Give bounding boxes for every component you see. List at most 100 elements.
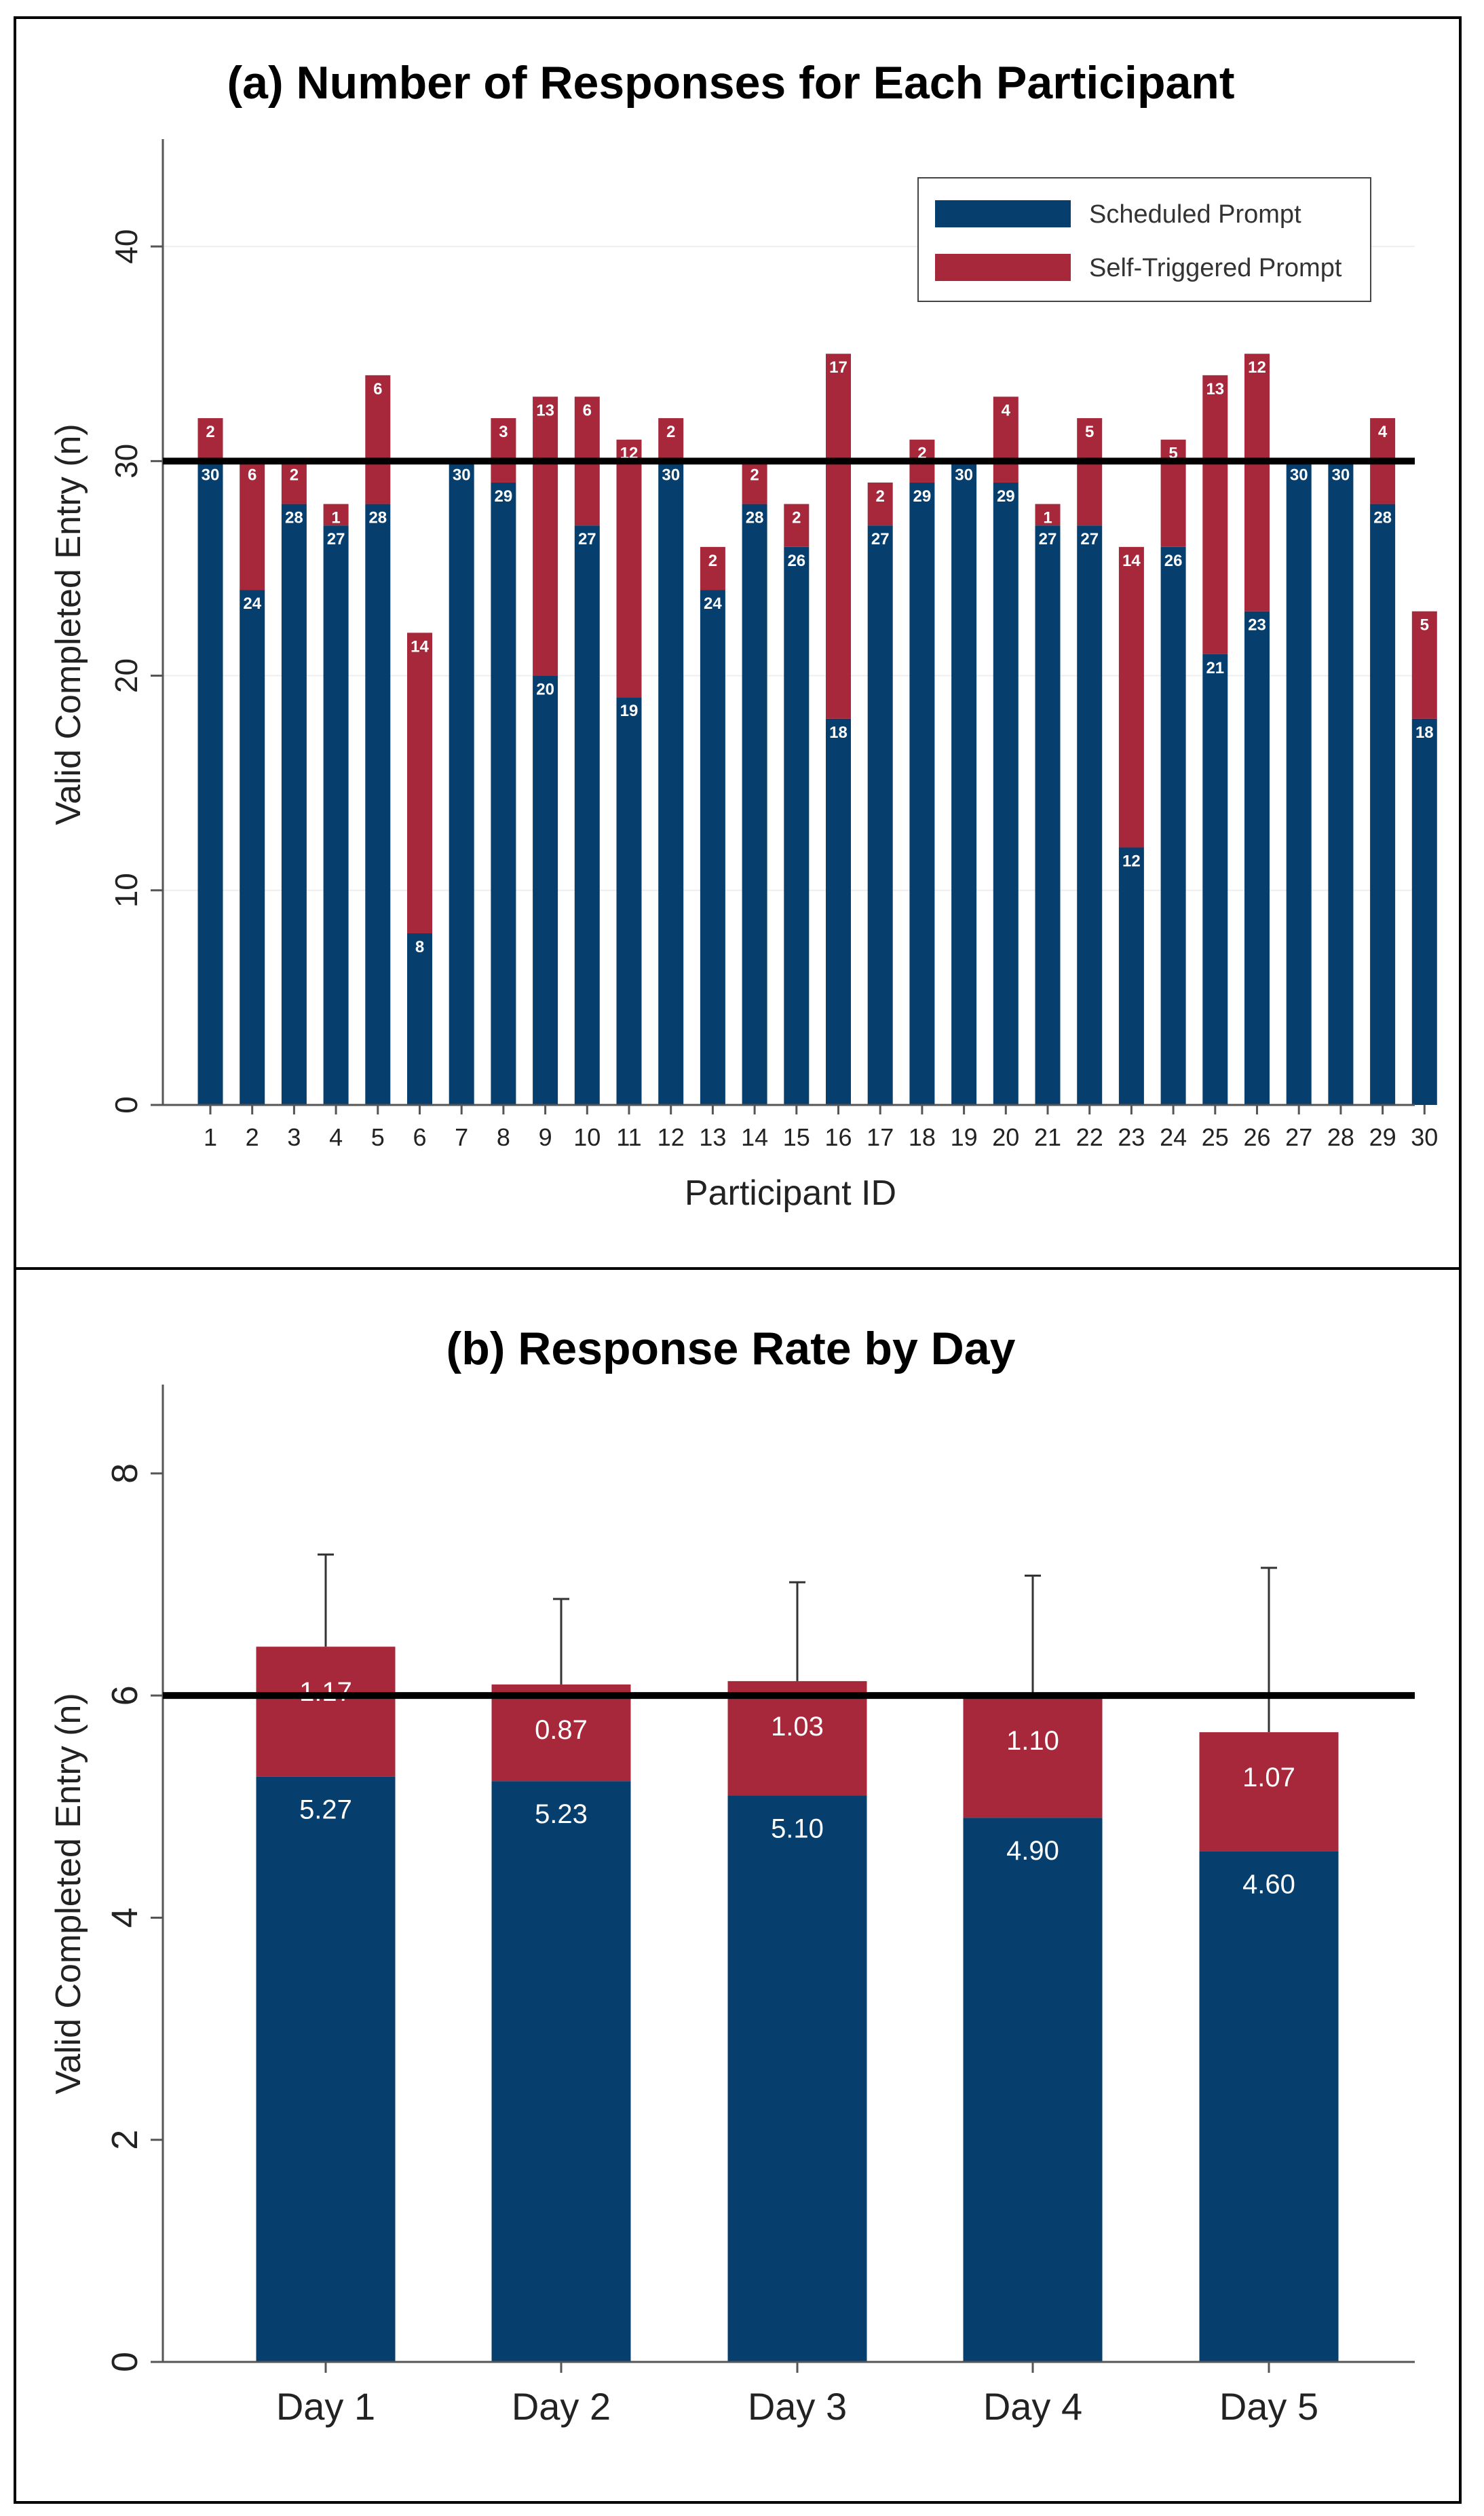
bar-label-scheduled: 5.23	[535, 1799, 588, 1829]
legend-box	[917, 177, 1371, 302]
bar-label-scheduled: 18	[1415, 724, 1434, 742]
bar-self-triggered	[1244, 354, 1270, 612]
bar-self-triggered	[491, 1684, 631, 1782]
bar-self-triggered	[240, 461, 265, 590]
y-tick-label: 0	[109, 1096, 144, 1114]
x-tick-label: 2	[246, 1123, 259, 1151]
bar-label-scheduled: 28	[746, 509, 764, 527]
x-tick-label: 24	[1160, 1123, 1187, 1151]
bar-label-scheduled: 29	[495, 487, 513, 506]
legend-label-self-triggered: Self-Triggered Prompt	[1089, 254, 1342, 282]
bar-scheduled	[533, 675, 558, 1105]
bar-self-triggered	[491, 418, 516, 483]
bar-scheduled	[1202, 654, 1228, 1105]
bar-label-scheduled: 27	[1080, 530, 1099, 548]
bar-scheduled	[700, 590, 725, 1105]
x-tick-label: 6	[413, 1123, 426, 1151]
bar-self-triggered	[993, 396, 1019, 483]
bar-scheduled	[867, 525, 893, 1105]
bar-label-self-triggered: 12	[1248, 358, 1266, 377]
bar-label-scheduled: 30	[202, 466, 220, 484]
bar-self-triggered	[407, 633, 432, 934]
bar-label-scheduled: 26	[787, 552, 805, 570]
chart-b-title: (b) Response Rate by Day	[446, 1323, 1016, 1374]
chart-a-x-ticks: 1 2 3 4 5 6 7 8 9 10 11 12 13 14 15 16 17 18 19 20 21 22 23 24 2…	[204, 1105, 1438, 1151]
panel-b-frame	[14, 1267, 1462, 2504]
x-tick-label: 7	[455, 1123, 468, 1151]
x-tick-label: 13	[699, 1123, 726, 1151]
bar-label-self-triggered: 1.10	[1006, 1726, 1059, 1756]
bar-self-triggered	[1035, 504, 1061, 526]
bar-scheduled	[826, 718, 851, 1105]
x-tick-label: Day 2	[512, 2385, 611, 2428]
bar-self-triggered	[1077, 418, 1103, 526]
bar-label-scheduled: 24	[704, 595, 722, 613]
legend-label-scheduled: Scheduled Prompt	[1089, 200, 1301, 229]
bar-label-self-triggered: 1	[1043, 509, 1052, 527]
bar-label-self-triggered: 13	[1206, 380, 1224, 398]
bar-label-self-triggered: 2	[792, 509, 801, 527]
bar-label-self-triggered: 5	[1085, 423, 1094, 441]
x-tick-label: 9	[539, 1123, 552, 1151]
chart-a-legend: Scheduled Prompt Self-Triggered Prompt	[917, 177, 1371, 302]
bar-scheduled	[1328, 461, 1354, 1105]
bar-self-triggered	[727, 1681, 867, 1796]
bar-label-scheduled: 27	[871, 530, 890, 548]
bar-self-triggered	[365, 375, 391, 504]
x-tick-label: 21	[1034, 1123, 1061, 1151]
y-tick-label: 8	[104, 1463, 145, 1484]
bar-scheduled	[491, 482, 516, 1105]
bar-label-self-triggered: 1.03	[771, 1712, 824, 1742]
bar-scheduled	[574, 525, 600, 1105]
bar-label-self-triggered: 14	[411, 637, 429, 656]
bar-scheduled	[1035, 525, 1061, 1105]
bar-label-self-triggered: 2	[708, 552, 717, 570]
bar-label-self-triggered: 5	[1420, 616, 1429, 635]
bar-label-scheduled: 27	[1039, 530, 1057, 548]
bar-self-triggered	[197, 418, 223, 462]
bar-label-self-triggered: 4	[1002, 401, 1011, 419]
bar-label-self-triggered: 1.07	[1242, 1763, 1295, 1792]
x-tick-label: 5	[371, 1123, 385, 1151]
x-tick-label: 10	[573, 1123, 601, 1151]
bar-label-scheduled: 21	[1206, 659, 1224, 677]
y-tick-label: 40	[109, 229, 144, 264]
bar-label-scheduled: 24	[243, 595, 261, 613]
bar-self-triggered	[826, 354, 851, 719]
chart-a: (a) Number of Responses for Each Partici…	[49, 57, 1438, 1213]
y-tick-label: 30	[109, 444, 144, 478]
x-tick-label: 19	[951, 1123, 978, 1151]
x-tick-label: 25	[1202, 1123, 1229, 1151]
bar-label-scheduled: 8	[415, 938, 424, 956]
bar-scheduled	[407, 933, 432, 1105]
bar-scheduled	[727, 1795, 867, 2362]
bar-self-triggered	[1411, 611, 1437, 719]
x-tick-label: 1	[204, 1123, 217, 1151]
bar-self-triggered	[1199, 1732, 1339, 1852]
y-tick-label: 20	[109, 658, 144, 693]
chart-b: (b) Response Rate by Day 5.271.175.230.8…	[49, 1323, 1415, 2428]
x-tick-label: 28	[1327, 1123, 1354, 1151]
bar-scheduled	[1370, 504, 1396, 1105]
x-tick-label: 11	[616, 1123, 641, 1151]
x-tick-label: 8	[497, 1123, 510, 1151]
bar-label-self-triggered: 2	[876, 487, 885, 506]
bar-self-triggered	[1118, 546, 1144, 848]
chart-b-bars	[256, 1647, 1339, 2362]
bar-label-self-triggered: 2	[206, 423, 214, 441]
x-tick-label: 26	[1243, 1123, 1270, 1151]
bar-label-scheduled: 29	[997, 487, 1015, 506]
x-tick-label: 17	[867, 1123, 894, 1151]
bar-label-scheduled: 27	[578, 530, 596, 548]
chart-a-y-axis-label: Valid Completed Entry (n)	[49, 424, 88, 825]
bar-scheduled	[240, 590, 265, 1105]
bar-label-scheduled: 28	[368, 509, 387, 527]
bar-label-scheduled: 20	[536, 681, 554, 699]
bar-label-scheduled: 30	[1332, 466, 1350, 484]
bar-scheduled	[1160, 546, 1186, 1105]
x-tick-label: Day 1	[276, 2385, 375, 2428]
bar-scheduled	[909, 482, 935, 1105]
bar-scheduled	[1411, 718, 1437, 1105]
bar-scheduled	[323, 525, 349, 1105]
